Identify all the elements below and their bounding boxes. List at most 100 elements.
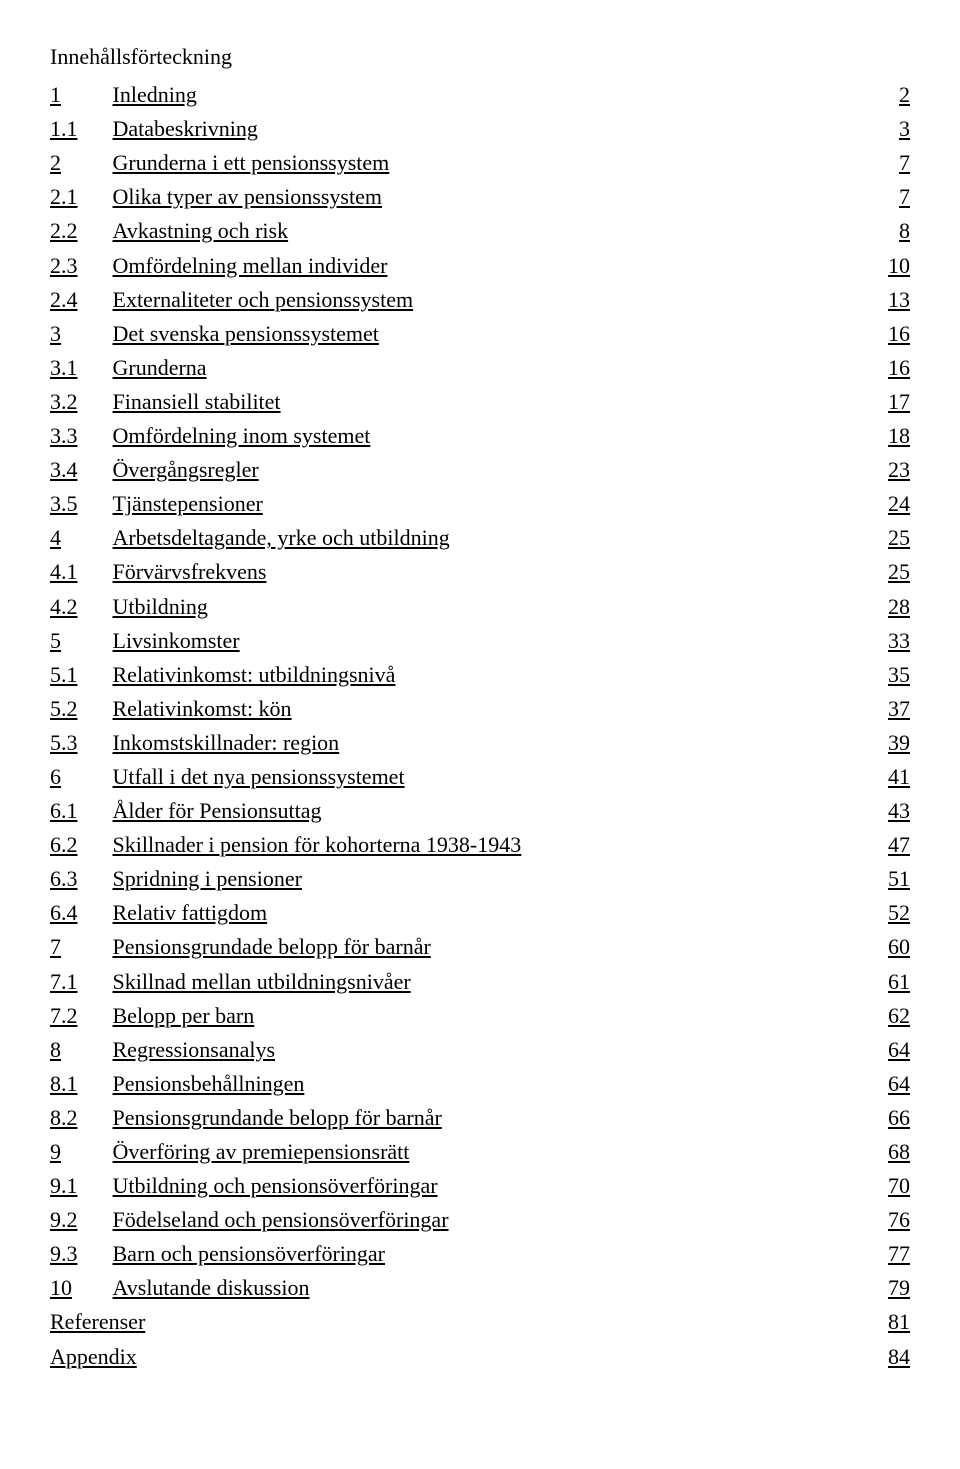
toc-entry[interactable]: 3.3 Omfördelning inom systemet18: [50, 419, 910, 453]
toc-entry-gap: [96, 862, 113, 896]
toc-entry[interactable]: 3.2 Finansiell stabilitet17: [50, 385, 910, 419]
toc-entry-gap: [96, 999, 113, 1033]
toc-entry-page: 24: [882, 487, 910, 521]
toc-entry-gap: [96, 658, 113, 692]
toc-entry-number: 10: [50, 1271, 96, 1305]
toc-entry-label: Skillnader i pension för kohorterna 1938…: [113, 828, 522, 862]
toc-entry-number: 7.2: [50, 999, 96, 1033]
toc-entry-number: 7.1: [50, 965, 96, 999]
toc-entry[interactable]: 9.2 Födelseland och pensionsöverföringar…: [50, 1203, 910, 1237]
toc-entry-label: Databeskrivning: [113, 112, 258, 146]
toc-entry[interactable]: 4 Arbetsdeltagande, yrke och utbildning2…: [50, 521, 910, 555]
toc-entry[interactable]: 5.1 Relativinkomst: utbildningsnivå35: [50, 658, 910, 692]
toc-entry[interactable]: 6.1 Ålder för Pensionsuttag43: [50, 794, 910, 828]
toc-entry[interactable]: 9.3 Barn och pensionsöverföringar77: [50, 1237, 910, 1271]
toc-entry[interactable]: 4.2 Utbildning28: [50, 590, 910, 624]
toc-tail-entry[interactable]: Referenser81: [50, 1305, 910, 1339]
toc-entry[interactable]: 3 Det svenska pensionssystemet16: [50, 317, 910, 351]
toc-entry[interactable]: 7.2 Belopp per barn 62: [50, 999, 910, 1033]
toc-entry-number: 9.2: [50, 1203, 96, 1237]
toc-entry-label: Avslutande diskussion: [113, 1271, 310, 1305]
toc-entry-gap: [96, 896, 113, 930]
toc-entry-label: Grunderna: [113, 351, 207, 385]
toc-entry-label: Omfördelning mellan individer: [113, 249, 388, 283]
toc-entry-number: 3.5: [50, 487, 96, 521]
toc-entry-page: 7: [882, 146, 910, 180]
toc-entry[interactable]: 4.1 Förvärvsfrekvens25: [50, 555, 910, 589]
toc-entry-page: 16: [882, 317, 910, 351]
toc-entry[interactable]: 9.1 Utbildning och pensionsöverföringar7…: [50, 1169, 910, 1203]
toc-entry-number: 3.3: [50, 419, 96, 453]
toc-entry-label: Finansiell stabilitet: [113, 385, 281, 419]
toc-entry-number: 6.3: [50, 862, 96, 896]
toc-entry-label: Utbildning: [113, 590, 208, 624]
toc-entry-page: 66: [882, 1101, 910, 1135]
toc-entry-gap: [96, 419, 113, 453]
toc-entry-label: Förvärvsfrekvens: [113, 555, 267, 589]
toc-entry-gap: [96, 1101, 113, 1135]
toc-entry-page: 16: [882, 351, 910, 385]
toc-entry[interactable]: 3.5 Tjänstepensioner24: [50, 487, 910, 521]
toc-entry[interactable]: 10 Avslutande diskussion79: [50, 1271, 910, 1305]
toc-entry-gap: [96, 521, 113, 555]
toc-entry[interactable]: 1 Inledning2: [50, 78, 910, 112]
toc-entry[interactable]: 7.1 Skillnad mellan utbildningsnivåer61: [50, 965, 910, 999]
toc-entry-number: 9.3: [50, 1237, 96, 1271]
toc-entry[interactable]: 6.2 Skillnader i pension för kohorterna …: [50, 828, 910, 862]
toc-entry[interactable]: 8 Regressionsanalys64: [50, 1033, 910, 1067]
toc-entry[interactable]: 1.1 Databeskrivning3: [50, 112, 910, 146]
toc-entry-number: 2: [50, 146, 96, 180]
toc-entry-page: 28: [882, 590, 910, 624]
toc-tail-label: Appendix: [50, 1340, 137, 1374]
toc-entry[interactable]: 9 Överföring av premiepensionsrätt68: [50, 1135, 910, 1169]
toc-entry-page: 18: [882, 419, 910, 453]
toc-entry-label: Utbildning och pensionsöverföringar: [113, 1169, 438, 1203]
toc-entry-gap: [96, 1271, 113, 1305]
toc-entry[interactable]: 6.4 Relativ fattigdom52: [50, 896, 910, 930]
toc-entry-label: Pensionsgrundande belopp för barnår: [113, 1101, 442, 1135]
toc-entry-label: Överföring av premiepensionsrätt: [113, 1135, 410, 1169]
toc-entry[interactable]: 2.4 Externaliteter och pensionssystem13: [50, 283, 910, 317]
toc-entry[interactable]: 2.1 Olika typer av pensionssystem7: [50, 180, 910, 214]
toc-entry-number: 2.1: [50, 180, 96, 214]
toc-entry-page: 62: [882, 999, 910, 1033]
toc-entry-number: 8.2: [50, 1101, 96, 1135]
toc-entry[interactable]: 8.1 Pensionsbehållningen64: [50, 1067, 910, 1101]
toc-entry-gap: [96, 1169, 113, 1203]
toc-entry-number: 4.1: [50, 555, 96, 589]
toc-entry-label: Utfall i det nya pensionssystemet: [113, 760, 405, 794]
toc-entry-label: Belopp per barn: [113, 999, 255, 1033]
toc-entry-label: Pensionsbehållningen: [113, 1067, 305, 1101]
toc-entry-label: Livsinkomster: [113, 624, 240, 658]
toc-entry[interactable]: 3.4 Övergångsregler23: [50, 453, 910, 487]
toc-entry-page: 61: [882, 965, 910, 999]
toc-entry-gap: [96, 351, 113, 385]
toc-entry-number: 3.2: [50, 385, 96, 419]
toc-entry-page: 52: [882, 896, 910, 930]
toc-entry-page: 51: [882, 862, 910, 896]
toc-entry[interactable]: 5.2 Relativinkomst: kön37: [50, 692, 910, 726]
toc-entry-gap: [96, 214, 113, 248]
toc-entry-gap: [96, 828, 113, 862]
toc-entry[interactable]: 6 Utfall i det nya pensionssystemet41: [50, 760, 910, 794]
toc-entry-number: 4: [50, 521, 96, 555]
toc-entry[interactable]: 5 Livsinkomster33: [50, 624, 910, 658]
toc-entry[interactable]: 3.1 Grunderna16: [50, 351, 910, 385]
toc-entry[interactable]: 2.3 Omfördelning mellan individer10: [50, 249, 910, 283]
toc-tail-list: Referenser81Appendix84: [50, 1305, 910, 1373]
toc-entry-gap: [96, 794, 113, 828]
toc-entry-gap: [96, 1135, 113, 1169]
toc-entry[interactable]: 5.3 Inkomstskillnader: region39: [50, 726, 910, 760]
toc-entry-label: Pensionsgrundade belopp för barnår: [113, 930, 431, 964]
toc-entry[interactable]: 2.2 Avkastning och risk8: [50, 214, 910, 248]
toc-tail-entry[interactable]: Appendix84: [50, 1340, 910, 1374]
toc-entry[interactable]: 8.2 Pensionsgrundande belopp för barnår 6…: [50, 1101, 910, 1135]
toc-entry-page: 23: [882, 453, 910, 487]
toc-entry[interactable]: 2 Grunderna i ett pensionssystem7: [50, 146, 910, 180]
toc-entry-label: Det svenska pensionssystemet: [113, 317, 379, 351]
toc-entry[interactable]: 6.3 Spridning i pensioner51: [50, 862, 910, 896]
toc-entry-gap: [96, 965, 113, 999]
toc-entry[interactable]: 7 Pensionsgrundade belopp för barnår60: [50, 930, 910, 964]
toc-entry-number: 5.3: [50, 726, 96, 760]
toc-entry-number: 6.2: [50, 828, 96, 862]
